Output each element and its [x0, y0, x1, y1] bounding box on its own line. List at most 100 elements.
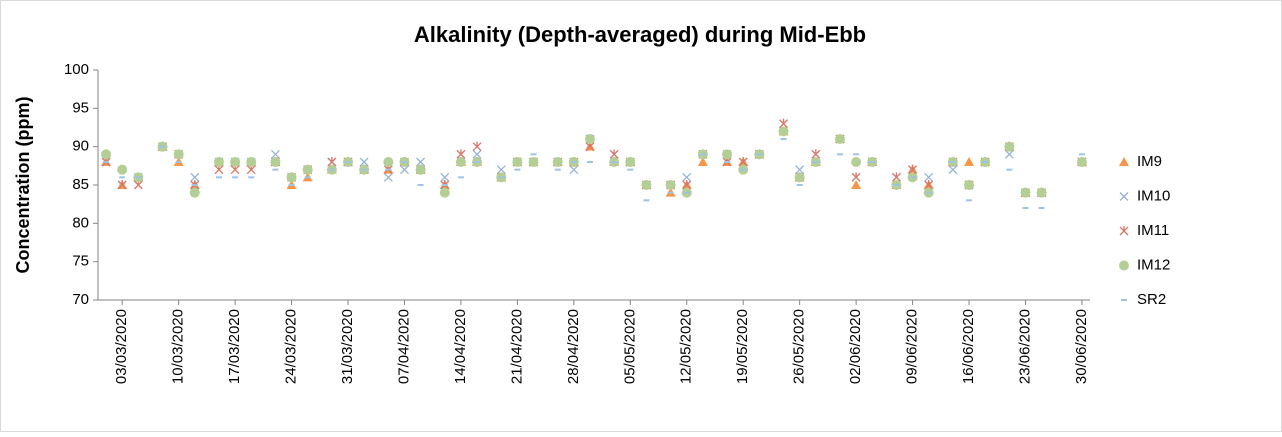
legend-label: IM10	[1137, 187, 1170, 204]
circle	[722, 149, 733, 160]
point	[584, 134, 595, 144]
point	[1020, 187, 1031, 198]
cross	[908, 164, 918, 175]
cross	[359, 157, 369, 167]
point	[455, 157, 466, 167]
x-tick-label: 24/03/2020	[283, 309, 300, 384]
legend-label: SR2	[1137, 291, 1166, 308]
cross	[948, 165, 958, 175]
point	[400, 165, 409, 175]
cross	[472, 141, 482, 152]
point	[569, 165, 579, 175]
point	[512, 157, 523, 167]
circle	[455, 157, 466, 167]
point	[682, 180, 692, 190]
cross	[270, 149, 280, 159]
circle	[439, 187, 450, 198]
point	[117, 164, 128, 175]
triangle	[697, 157, 708, 166]
point	[286, 172, 297, 183]
circle	[964, 180, 975, 190]
point	[302, 164, 313, 175]
circle	[302, 164, 313, 175]
cross	[851, 172, 861, 182]
x-tick-label: 28/04/2020	[565, 309, 582, 384]
x-tick-label: 02/06/2020	[847, 309, 864, 384]
point	[173, 149, 184, 160]
circle	[117, 164, 128, 175]
x-tick-label: 16/06/2020	[960, 309, 977, 384]
y-tick-label: 70	[72, 291, 89, 308]
circle	[528, 157, 539, 167]
point	[682, 172, 692, 182]
point	[189, 187, 200, 198]
legend-label: IM9	[1137, 153, 1162, 170]
point	[665, 180, 676, 190]
point	[456, 149, 466, 159]
point	[230, 157, 241, 167]
circle	[1020, 187, 1031, 198]
point	[924, 172, 934, 182]
point	[722, 149, 733, 160]
circle	[794, 172, 805, 183]
point	[851, 157, 862, 167]
point	[1036, 187, 1047, 198]
circle	[851, 157, 862, 167]
cross	[416, 157, 426, 167]
circle	[383, 157, 394, 167]
point	[327, 157, 337, 167]
cross	[496, 165, 506, 175]
cross	[891, 172, 901, 182]
x-tick-label: 21/04/2020	[508, 309, 525, 384]
cross	[811, 149, 821, 159]
point	[440, 172, 450, 182]
circle	[101, 149, 112, 160]
cross	[682, 180, 692, 190]
cross	[456, 149, 466, 159]
point	[190, 172, 200, 182]
circle	[778, 126, 789, 137]
cross	[327, 157, 337, 167]
chart-title: Alkalinity (Depth-averaged) during Mid-E…	[414, 22, 866, 47]
circle	[641, 180, 652, 190]
triangle	[1119, 157, 1129, 166]
x-tick-label: 26/05/2020	[791, 309, 808, 384]
point	[101, 149, 112, 160]
circle	[246, 157, 257, 167]
x-tick-label: 14/04/2020	[452, 309, 469, 384]
point	[851, 172, 861, 182]
point	[794, 172, 805, 183]
point	[359, 157, 369, 167]
x-tick-label: 10/03/2020	[170, 309, 187, 384]
circle	[1119, 260, 1129, 271]
point	[383, 172, 393, 182]
point	[1004, 141, 1015, 152]
point	[496, 165, 506, 175]
circle	[270, 157, 281, 167]
point	[924, 180, 934, 190]
x-tick-label: 09/06/2020	[904, 309, 921, 384]
point	[609, 149, 619, 159]
point	[964, 180, 975, 190]
circle	[625, 157, 636, 167]
point	[552, 157, 563, 167]
point	[416, 157, 426, 167]
y-tick-label: 85	[72, 176, 89, 193]
legend-label: IM11	[1137, 222, 1169, 239]
circle	[834, 134, 845, 144]
point	[383, 157, 394, 167]
point	[948, 165, 958, 175]
cross	[682, 172, 692, 182]
x-tick-label: 17/03/2020	[226, 309, 243, 384]
point	[851, 180, 862, 189]
y-axis-label: Concentration (ppm)	[13, 97, 33, 274]
circle	[552, 157, 563, 167]
circle	[415, 164, 426, 175]
point	[270, 157, 281, 167]
circle	[1036, 187, 1047, 198]
point	[415, 164, 426, 175]
point	[834, 134, 845, 144]
point	[528, 157, 539, 167]
point	[964, 157, 975, 166]
